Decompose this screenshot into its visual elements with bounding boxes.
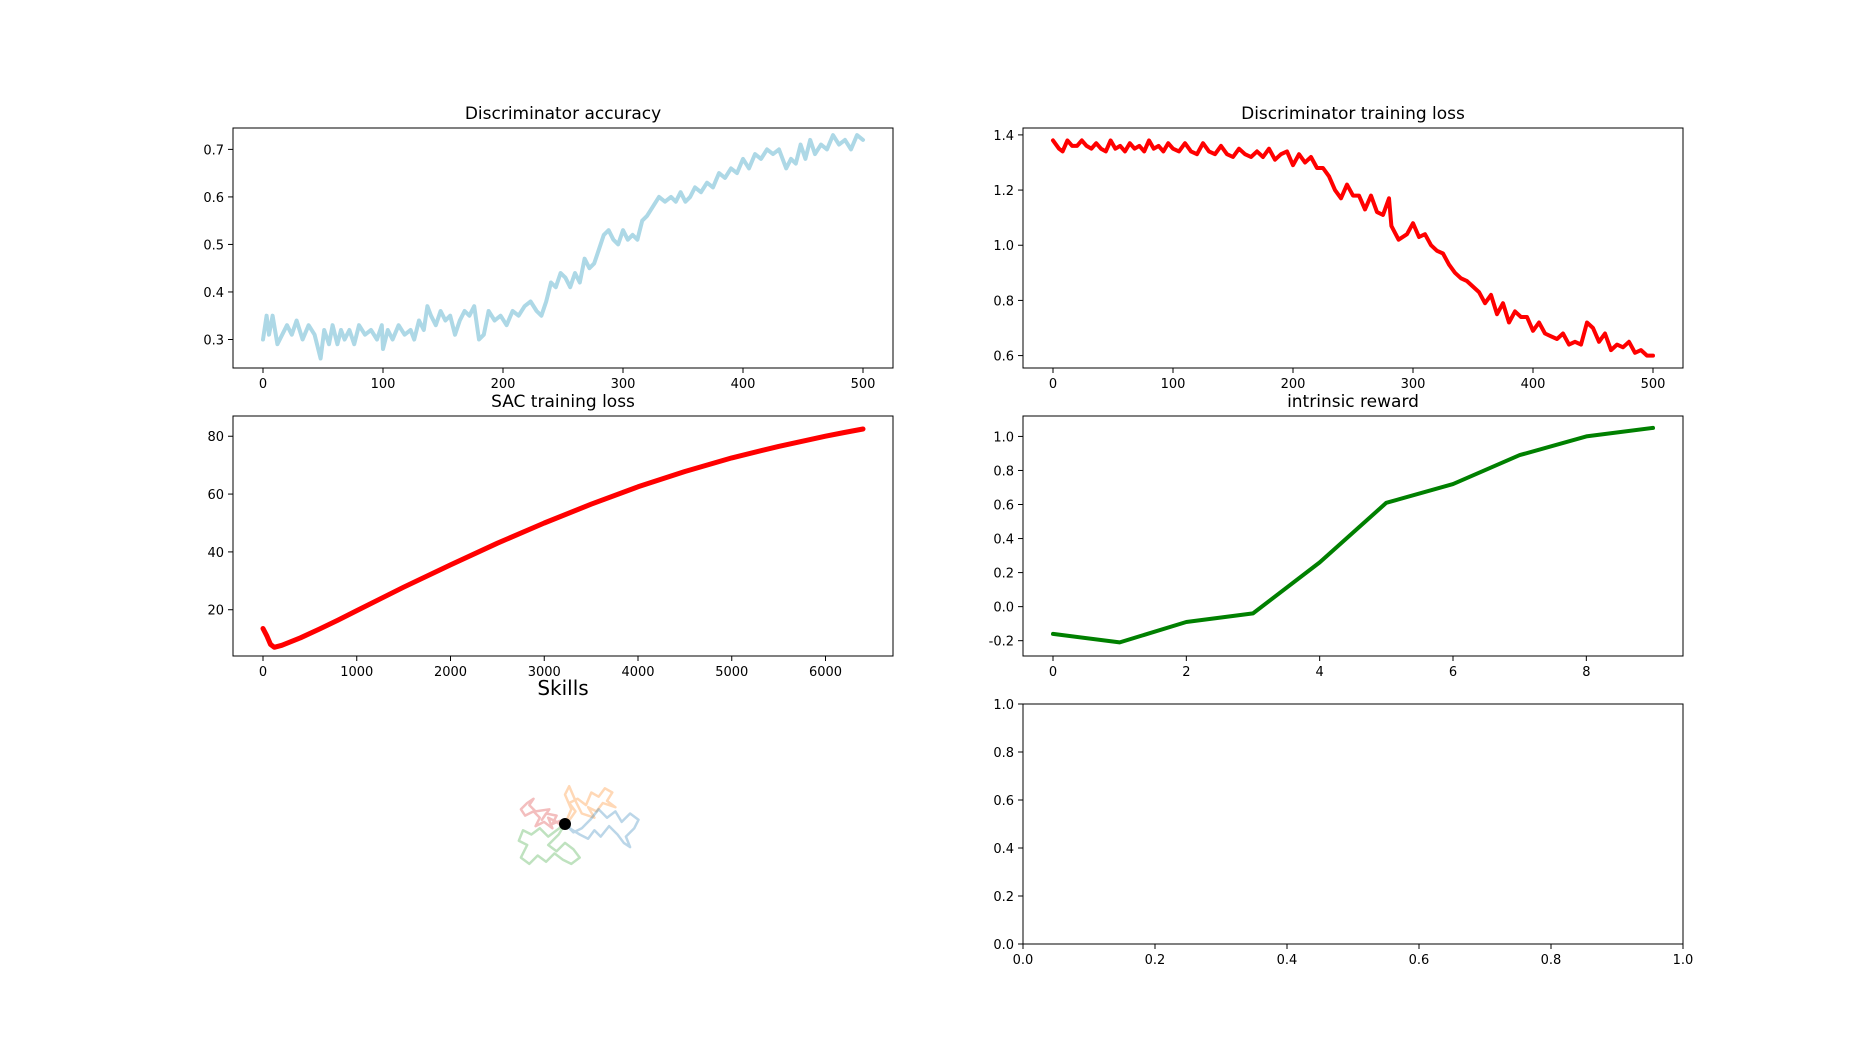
y-tick-label: 0.6 [993, 350, 1014, 365]
y-tick-label: 0.0 [993, 938, 1014, 953]
x-tick-label: 400 [1521, 377, 1546, 392]
series-line-1 [563, 784, 617, 826]
x-tick-label: 0 [259, 665, 267, 680]
y-tick-label: 40 [207, 546, 224, 561]
y-tick-label: 1.0 [993, 239, 1014, 254]
x-tick-label: 100 [1161, 377, 1186, 392]
chart-disc_acc: Discriminator accuracy 0 100 200 300 400 500 0.… [203, 104, 894, 392]
y-tick-label: 1.0 [993, 430, 1014, 445]
x-tick-label: 0 [1049, 377, 1057, 392]
series-line-0 [1051, 425, 1655, 645]
y-tick-label: 0.4 [993, 842, 1014, 857]
y-tick-label: 0.3 [203, 333, 224, 348]
chart-sac_loss: SAC training loss 0 1000 2000 3000 4000 5000 60… [207, 392, 894, 680]
x-tick-label: 4000 [621, 665, 654, 680]
x-tick-label: 2 [1182, 665, 1190, 680]
x-tick-label: 0.8 [1541, 953, 1562, 968]
axes-frame [1022, 703, 1684, 945]
y-tick-label: 1.0 [993, 698, 1014, 713]
x-tick-label: 200 [491, 377, 516, 392]
y-tick-label: 0.4 [993, 533, 1014, 548]
x-tick-label: 1000 [340, 665, 373, 680]
x-tick-label: 6000 [809, 665, 842, 680]
x-tick-label: 400 [731, 377, 756, 392]
y-tick-label: 60 [207, 488, 224, 503]
x-tick-label: 4 [1316, 665, 1324, 680]
x-tick-label: 500 [1641, 377, 1666, 392]
y-tick-label: 0.5 [203, 238, 224, 253]
x-tick-label: 2000 [434, 665, 467, 680]
y-tick-label: 0.6 [993, 499, 1014, 514]
axes-frame [232, 127, 894, 369]
y-tick-label: -0.2 [989, 635, 1014, 650]
series-line-0 [519, 797, 567, 830]
y-tick-label: 0.2 [993, 890, 1014, 905]
x-tick-label: 0.2 [1145, 953, 1166, 968]
x-tick-label: 100 [371, 377, 396, 392]
y-tick-label: 0.4 [203, 286, 224, 301]
chart-title: SAC training loss [491, 392, 635, 412]
x-tick-label: 6 [1449, 665, 1457, 680]
y-tick-label: 0.2 [993, 567, 1014, 582]
axes-frame [232, 415, 894, 657]
y-tick-label: 80 [207, 430, 224, 445]
x-tick-label: 0 [1049, 665, 1057, 680]
series-line-3 [517, 822, 581, 866]
axes-frame [1022, 415, 1684, 657]
chart-empty: 0.0 0.2 0.4 0.6 0.8 1.0 0.0 0.2 0.4 0.6 0.8 1.0 [993, 698, 1693, 968]
chart-skills: Skills [517, 676, 640, 866]
series-line-2 [563, 808, 640, 849]
x-tick-label: 5000 [715, 665, 748, 680]
y-tick-label: 0.8 [993, 464, 1014, 479]
y-tick-label: 0.8 [993, 294, 1014, 309]
x-tick-label: 8 [1582, 665, 1590, 680]
y-tick-label: 0.8 [993, 746, 1014, 761]
series-line-0 [261, 133, 865, 361]
x-tick-label: 0.0 [1013, 953, 1034, 968]
y-tick-label: 20 [207, 604, 224, 619]
y-tick-label: 1.4 [993, 129, 1014, 144]
axes-frame [1022, 127, 1684, 369]
x-tick-label: 200 [1281, 377, 1306, 392]
x-tick-label: 1.0 [1673, 953, 1694, 968]
x-tick-label: 0 [259, 377, 267, 392]
chart-title: intrinsic reward [1287, 392, 1419, 412]
chart-title: Skills [537, 676, 588, 700]
start-point-marker [559, 818, 571, 830]
y-tick-label: 0.7 [203, 143, 224, 158]
x-tick-label: 3000 [528, 665, 561, 680]
chart-title: Discriminator accuracy [465, 104, 661, 124]
y-tick-label: 0.6 [203, 191, 224, 206]
y-tick-label: 0.6 [993, 794, 1014, 809]
y-tick-label: 0.0 [993, 601, 1014, 616]
x-tick-label: 300 [611, 377, 636, 392]
y-tick-label: 1.2 [993, 184, 1014, 199]
x-tick-label: 300 [1401, 377, 1426, 392]
chart-title: Discriminator training loss [1241, 104, 1465, 124]
x-tick-label: 0.4 [1277, 953, 1298, 968]
chart-intrinsic: intrinsic reward 0 2 4 6 8 -0.2 0.0 0.2 0.4 0.6 0.8… [989, 392, 1684, 680]
x-tick-label: 0.6 [1409, 953, 1430, 968]
x-tick-label: 500 [851, 377, 876, 392]
series-line-0 [1051, 138, 1655, 358]
chart-disc_loss: Discriminator training loss 0 100 200 300 400… [993, 104, 1684, 392]
series-line-0 [260, 426, 866, 650]
